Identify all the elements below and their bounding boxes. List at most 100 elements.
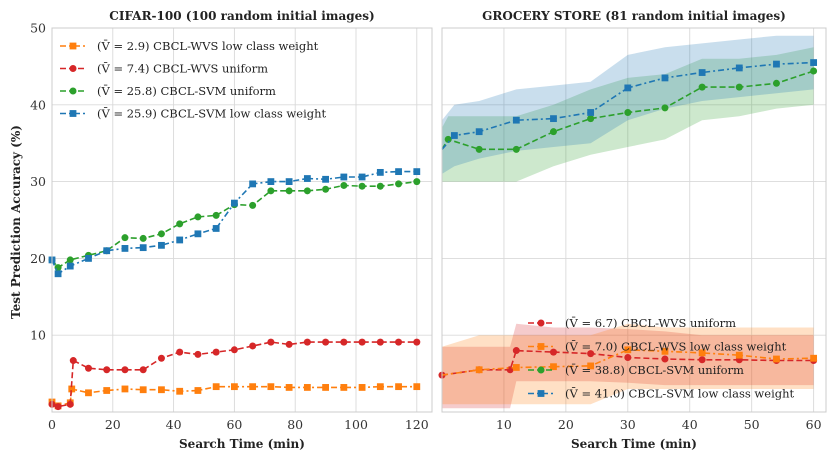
chart-title: GROCERY STORE (81 random initial images) <box>482 9 786 23</box>
legend-entry: (V̄ = 25.9) CBCL-SVM low class weight <box>97 107 327 121</box>
data-point <box>158 241 165 249</box>
data-point <box>376 338 384 346</box>
data-point <box>550 115 557 123</box>
x-axis-label: Search Time (min) <box>571 437 697 451</box>
data-point <box>475 366 483 374</box>
plot-frame <box>441 27 827 413</box>
legend-marker <box>537 343 545 350</box>
data-point <box>661 347 669 355</box>
data-point <box>395 168 402 176</box>
data-point <box>413 168 421 176</box>
data-point <box>267 178 275 185</box>
data-point <box>68 385 76 393</box>
data-point <box>661 355 669 363</box>
data-point <box>54 403 62 411</box>
data-point <box>285 340 293 348</box>
confidence-band-1 <box>442 323 814 405</box>
series-line <box>441 70 814 151</box>
data-point <box>698 69 706 76</box>
data-point <box>249 383 257 391</box>
data-point <box>444 135 452 143</box>
panel-cifar100: 0 20 40 60 80 100 120 10 20 30 40 50 CIFAR-100 (100 … <box>30 9 433 451</box>
data-point <box>587 109 595 116</box>
legend-marker <box>69 110 77 117</box>
data-point <box>395 383 402 391</box>
data-point <box>121 234 129 242</box>
data-point <box>413 178 421 186</box>
data-point <box>587 350 595 358</box>
data-point <box>249 342 257 350</box>
data-point <box>624 108 632 116</box>
data-point <box>340 173 348 181</box>
data-point <box>624 353 632 361</box>
data-point <box>512 347 520 355</box>
legend-marker <box>69 65 77 72</box>
data-point <box>322 185 330 193</box>
data-point <box>212 348 220 356</box>
data-point <box>735 64 743 72</box>
data-point <box>303 338 311 346</box>
data-point <box>322 384 329 391</box>
data-point <box>340 181 348 189</box>
data-point <box>303 175 311 182</box>
gridlines <box>51 27 432 412</box>
data-point <box>194 387 202 394</box>
y-tick-label: 20 <box>30 251 46 266</box>
data-point <box>772 79 780 87</box>
data-point <box>230 346 238 354</box>
legend-entry: (V̄ = 2.9) CBCL-WVS low class weight <box>97 39 319 53</box>
data-point <box>698 349 706 357</box>
data-point <box>139 366 147 374</box>
data-point <box>267 383 275 391</box>
data-point <box>549 348 557 356</box>
plot-area <box>442 28 826 412</box>
y-tick-label: 40 <box>30 97 46 112</box>
series-line <box>51 385 417 407</box>
data-point <box>103 387 111 394</box>
series-3 <box>48 168 421 278</box>
data-point <box>85 255 92 262</box>
y-axis-label: Test Prediction Accuracy (%) <box>9 125 23 319</box>
data-point <box>413 338 421 346</box>
data-point <box>194 230 202 238</box>
data-point <box>773 355 780 363</box>
series-line <box>51 180 417 269</box>
data-point <box>69 357 77 365</box>
data-point <box>587 115 595 123</box>
data-point <box>475 128 483 136</box>
data-point <box>587 362 595 370</box>
data-point <box>735 83 743 91</box>
data-point <box>376 168 384 176</box>
data-point <box>340 338 348 346</box>
data-point <box>624 346 632 354</box>
data-point <box>285 187 293 195</box>
series-3 <box>441 59 818 150</box>
data-point <box>735 351 743 359</box>
x-tick-label: 50 <box>744 417 760 432</box>
data-point <box>413 383 421 391</box>
data-point <box>358 182 366 190</box>
data-point <box>231 199 238 207</box>
series-1 <box>441 346 818 376</box>
data-point <box>103 366 111 374</box>
data-point <box>139 244 147 252</box>
data-point <box>376 182 384 190</box>
data-point <box>176 387 184 395</box>
legend-entry: (V̄ = 7.0) CBCL-WVS low class weight <box>565 340 787 354</box>
data-point <box>512 364 520 371</box>
confidence-band-0 <box>442 323 814 409</box>
data-point <box>661 104 669 112</box>
data-point <box>661 74 669 82</box>
series-line <box>441 348 814 376</box>
data-point <box>624 84 632 92</box>
data-point <box>550 363 557 371</box>
data-point <box>121 245 129 252</box>
data-point <box>66 256 74 264</box>
data-point <box>549 128 557 136</box>
legend-marker <box>69 42 77 50</box>
legend-marker <box>537 390 545 397</box>
data-point <box>139 386 147 394</box>
data-point <box>84 364 92 372</box>
data-point <box>303 187 311 195</box>
